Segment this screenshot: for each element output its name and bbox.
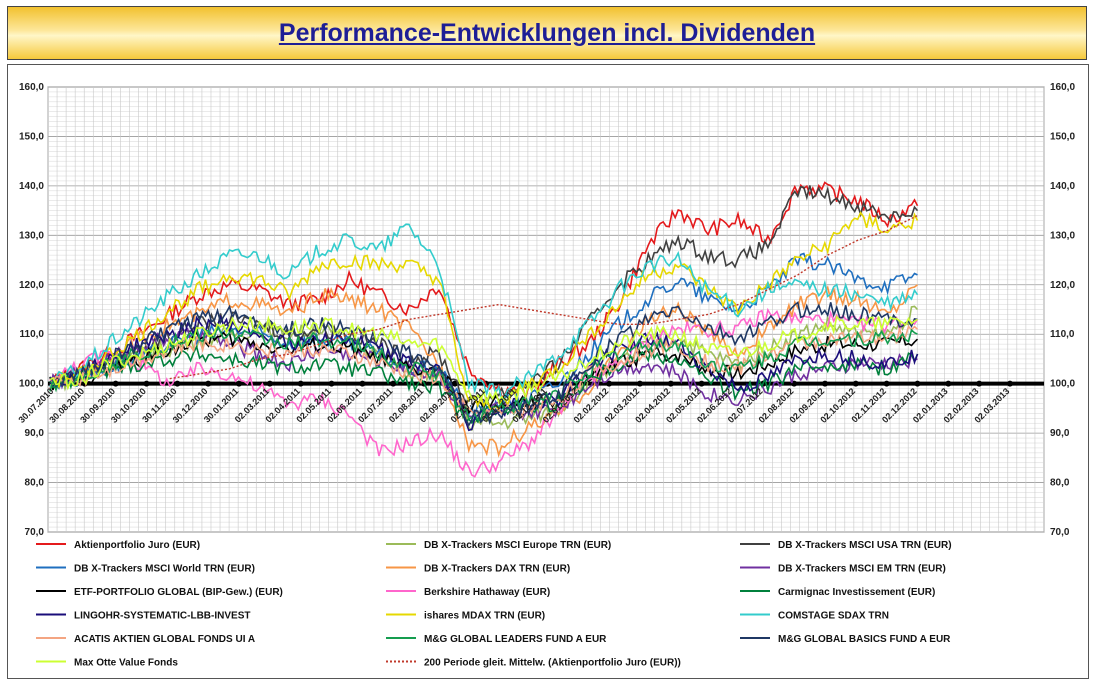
baseline-marker	[976, 380, 983, 387]
baseline-marker	[236, 380, 243, 387]
y-tick-label-left: 150,0	[19, 131, 44, 142]
baseline-marker	[914, 380, 921, 387]
y-tick-label-right: 90,0	[1050, 428, 1070, 439]
baseline-marker	[205, 380, 212, 387]
legend-label: ETF-PORTFOLIO GLOBAL (BIP-Gew.) (EUR)	[74, 587, 283, 598]
legend-label: Carmignac Investissement (EUR)	[778, 587, 935, 598]
legend-label: DB X-Trackers DAX TRN (EUR)	[424, 564, 570, 575]
series-line-7	[49, 307, 919, 478]
baseline-marker	[945, 380, 952, 387]
legend-label: DB X-Trackers MSCI EM TRN (EUR)	[778, 564, 946, 575]
y-tick-label-right: 120,0	[1050, 280, 1075, 291]
y-tick-label-left: 110,0	[20, 329, 45, 340]
y-tick-label-right: 80,0	[1050, 478, 1070, 489]
y-tick-label-right: 150,0	[1050, 131, 1075, 142]
y-tick-label-right: 70,0	[1050, 527, 1070, 538]
legend: Aktienportfolio Juro (EUR) DB X-Trackers …	[36, 540, 952, 669]
y-tick-label-left: 100,0	[19, 379, 44, 390]
legend-label: DB X-Trackers MSCI World TRN (EUR)	[74, 564, 255, 575]
y-axis-labels: 160,0 150,0 140,0 130,0 120,0 110,0 100,0 90,0 8…	[19, 82, 1075, 538]
y-tick-label-right: 100,0	[1050, 379, 1075, 390]
baseline-marker	[266, 380, 273, 387]
series-line-11	[49, 223, 919, 401]
y-tick-label-left: 120,0	[19, 280, 44, 291]
baseline-marker	[606, 380, 613, 387]
baseline-marker	[1007, 380, 1013, 387]
baseline-marker	[359, 380, 366, 387]
chart-title: Performance-Entwicklungen incl. Dividend…	[278, 18, 816, 47]
baseline-marker	[143, 380, 150, 387]
baseline-marker	[698, 380, 705, 387]
baseline-marker	[883, 380, 890, 387]
series-lines	[49, 181, 919, 478]
legend-label: Berkshire Hathaway (EUR)	[424, 587, 550, 598]
legend-label: LINGOHR-SYSTEMATIC-LBB-INVEST	[74, 611, 250, 622]
line-chart: 160,0 150,0 140,0 130,0 120,0 110,0 100,0 90,0 8…	[16, 82, 1075, 669]
y-tick-label-left: 140,0	[19, 181, 44, 192]
baseline-marker	[112, 380, 119, 387]
legend-label: 200 Periode gleit. Mittelw. (Aktienportf…	[424, 658, 681, 669]
legend-label: DB X-Trackers MSCI Europe TRN (EUR)	[424, 540, 611, 551]
y-tick-label-right: 130,0	[1050, 230, 1075, 241]
title-banner: Performance-Entwicklungen incl. Dividend…	[7, 6, 1087, 60]
chart-frame: 160,0 150,0 140,0 130,0 120,0 110,0 100,0 90,0 8…	[7, 64, 1089, 679]
legend-label: Aktienportfolio Juro (EUR)	[74, 540, 200, 551]
baseline-marker	[667, 380, 674, 387]
y-tick-label-right: 160,0	[1050, 82, 1075, 93]
baseline-marker	[636, 380, 643, 387]
series-line-4	[49, 284, 918, 458]
legend-label: M&G GLOBAL LEADERS FUND A EUR	[424, 634, 607, 645]
baseline-marker	[852, 380, 859, 387]
y-tick-label-left: 130,0	[19, 230, 44, 241]
y-tick-label-left: 90,0	[25, 428, 45, 439]
legend-label: Max Otte Value Fonds	[74, 658, 178, 669]
series-line-14	[49, 301, 918, 427]
baseline-marker	[297, 380, 304, 387]
y-tick-label-left: 70,0	[25, 527, 45, 538]
legend-label: DB X-Trackers MSCI USA TRN (EUR)	[778, 540, 952, 551]
baseline-marker	[451, 380, 458, 387]
legend-label: ishares MDAX TRN (EUR)	[424, 611, 545, 622]
legend-label: COMSTAGE SDAX TRN	[778, 611, 889, 622]
y-tick-label-left: 160,0	[19, 82, 44, 93]
y-tick-label-right: 110,0	[1050, 329, 1075, 340]
legend-label: ACATIS AKTIEN GLOBAL FONDS UI A	[74, 634, 255, 645]
series-line-15	[49, 314, 918, 406]
baseline-marker	[174, 380, 181, 387]
baseline-marker	[821, 380, 828, 387]
y-tick-label-right: 140,0	[1050, 181, 1075, 192]
baseline-marker	[390, 380, 397, 387]
legend-label: M&G GLOBAL BASICS FUND A EUR	[778, 634, 951, 645]
series-line-0	[49, 181, 919, 402]
baseline-marker	[328, 380, 335, 387]
y-tick-label-left: 80,0	[25, 478, 45, 489]
